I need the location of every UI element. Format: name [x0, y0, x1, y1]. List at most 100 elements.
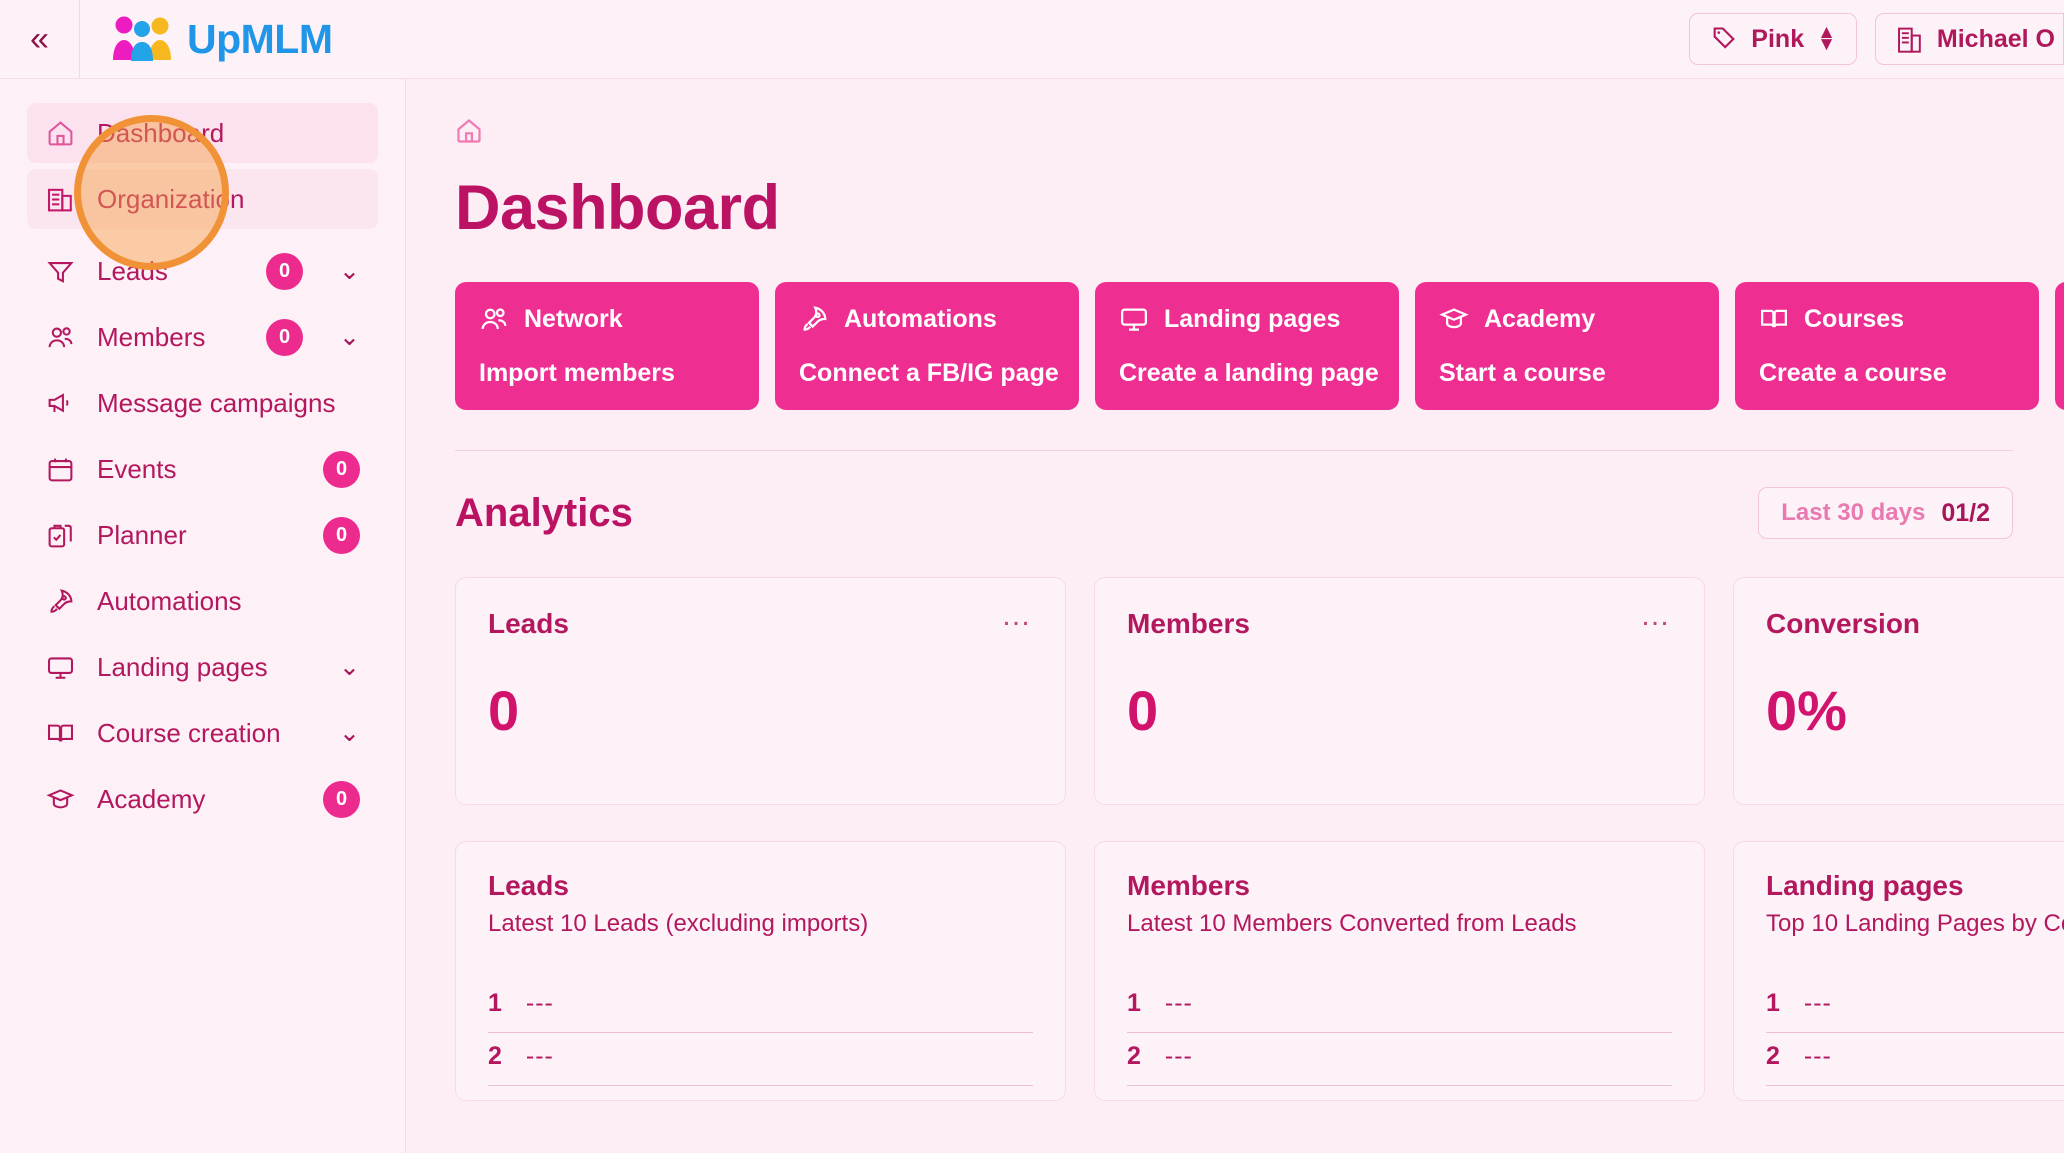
action-card-landing-pages[interactable]: Landing pages Create a landing page [1095, 282, 1399, 410]
sidebar-item-message-campaigns[interactable]: Message campaigns [27, 373, 378, 433]
list-card-subtitle: Latest 10 Leads (excluding imports) [488, 910, 869, 937]
sidebar-item-members[interactable]: Members 0 ⌄ [27, 307, 378, 367]
graduation-cap-icon [1439, 308, 1469, 329]
status-badge: 0 [323, 450, 360, 488]
list-item-index: 1 [488, 989, 502, 1017]
sidebar-item-label: Events [97, 453, 177, 484]
sidebar-item-landing-pages[interactable]: Landing pages ⌄ [27, 637, 378, 697]
list-card-members: Members Latest 10 Members Converted from… [1094, 841, 1705, 1101]
rocket-icon [45, 586, 75, 616]
action-card-courses[interactable]: Courses Create a course [1735, 282, 2039, 410]
monitor-icon [45, 652, 75, 682]
list-item-index: 2 [1127, 1042, 1141, 1070]
building-icon [1897, 27, 1921, 53]
upmlm-people-icon [113, 16, 171, 61]
topbar-actions: Pink ▲ ▼ Michael O [1689, 0, 2064, 78]
sidebar-item-planner[interactable]: Planner 0 [27, 505, 378, 565]
action-card-title: Courses [1804, 304, 1905, 333]
metric-title: Conversion [1766, 608, 1921, 639]
sidebar-item-academy[interactable]: Academy 0 [27, 769, 378, 829]
action-card-subtitle: Start a course [1439, 359, 1606, 387]
list-item[interactable]: 1 --- [488, 980, 1033, 1033]
status-badge: 0 [266, 252, 304, 290]
list-item[interactable]: 2 --- [1127, 1033, 1672, 1086]
main-content: Dashboard Network Import members Automat… [406, 79, 2064, 1153]
list-item[interactable]: 1 --- [1766, 980, 2064, 1033]
home-icon [457, 119, 481, 143]
list-item-value: --- [525, 1042, 554, 1070]
metric-value: 0% [1766, 679, 1847, 742]
sidebar-item-events[interactable]: Events 0 [27, 439, 378, 499]
metric-card-leads: Leads … 0 [455, 577, 1066, 805]
top-bar: « UpMLM Pink ▲ ▼ [0, 0, 2064, 79]
action-card-automations[interactable]: Automations Connect a FB/IG page [775, 282, 1079, 410]
action-card-network[interactable]: Network Import members [455, 282, 759, 410]
theme-label: Pink [1751, 24, 1805, 53]
sidebar-item-course-creation[interactable]: Course creation ⌄ [27, 703, 378, 763]
sidebar-item-label: Course creation [97, 717, 281, 748]
action-card-title: Automations [844, 304, 997, 333]
metric-card-members: Members … 0 [1094, 577, 1705, 805]
users-icon [45, 322, 75, 352]
sidebar-item-leads[interactable]: Leads 0 ⌄ [27, 241, 378, 301]
graduation-cap-icon [45, 784, 75, 814]
sidebar-item-dashboard[interactable]: Dashboard [27, 103, 378, 163]
sidebar-item-label: Planner [97, 519, 187, 550]
list-card-title: Members [1127, 870, 1250, 901]
organization-selector[interactable]: Michael O [1874, 13, 2064, 65]
chevron-down-icon[interactable]: ⌄ [339, 257, 360, 285]
list-item-index: 1 [1766, 989, 1780, 1017]
sidebar-item-label: Leads [97, 255, 168, 286]
list-card-leads: Leads Latest 10 Leads (excluding imports… [455, 841, 1066, 1101]
sidebar-item-label: Members [97, 321, 206, 352]
page-title: Dashboard [455, 173, 780, 243]
action-card-title: Network [524, 304, 623, 333]
building-icon [45, 184, 75, 214]
list-card-subtitle: Top 10 Landing Pages by Convers [1766, 910, 2064, 937]
list-item-value: --- [525, 989, 554, 1017]
palette-icon [1713, 27, 1736, 49]
metric-title: Leads [488, 608, 569, 639]
status-badge: 0 [266, 318, 304, 356]
sidebar-collapse-button[interactable]: « [0, 0, 80, 78]
list-item[interactable]: 2 --- [1766, 1033, 2064, 1086]
funnel-icon [45, 256, 75, 286]
megaphone-icon [45, 388, 75, 418]
calendar-icon [45, 454, 75, 484]
list-item[interactable]: 2 --- [488, 1033, 1033, 1086]
chevron-down-icon[interactable]: ⌄ [339, 653, 360, 681]
list-item-value: --- [1164, 1042, 1193, 1070]
action-card-subtitle: Create a landing page [1119, 359, 1379, 387]
sidebar-item-label: Landing pages [97, 651, 268, 682]
chevron-down-icon[interactable]: ⌄ [339, 719, 360, 747]
brand-logo[interactable]: UpMLM [111, 16, 333, 63]
clipboard-check-icon [45, 520, 75, 550]
brand-name: UpMLM [187, 15, 333, 62]
book-open-icon [1761, 309, 1787, 328]
list-item-value: --- [1803, 989, 1832, 1017]
sidebar-item-automations[interactable]: Automations [27, 571, 378, 631]
organization-label: Michael O [1936, 24, 2055, 53]
breadcrumb[interactable] [455, 117, 2064, 150]
sidebar: Dashboard Organization Leads 0 ⌄ Members… [0, 79, 406, 1153]
action-card-subtitle: Connect a FB/IG page [799, 359, 1059, 387]
action-card-academy[interactable]: Academy Start a course [1415, 282, 1719, 410]
action-card-subtitle: Create a course [1759, 359, 1947, 387]
theme-selector[interactable]: Pink ▲ ▼ [1689, 13, 1857, 65]
list-item-value: --- [1803, 1042, 1832, 1070]
list-item[interactable]: 1 --- [1127, 980, 1672, 1033]
more-options-icon[interactable]: … [1640, 599, 1672, 632]
date-range-value: 01/2 [1941, 498, 1990, 527]
sidebar-item-label: Dashboard [97, 117, 225, 148]
sidebar-item-organization[interactable]: Organization [27, 169, 378, 229]
status-badge: 0 [323, 516, 360, 554]
chevron-down-icon[interactable]: ⌄ [339, 323, 360, 351]
quick-action-cards: Network Import members Automations Conne… [455, 282, 2064, 410]
action-card-title: Landing pages [1164, 304, 1341, 333]
list-card-title: Landing pages [1766, 870, 1964, 901]
action-card-partial[interactable] [2055, 282, 2064, 410]
date-range-filter[interactable]: Last 30 days 01/2 [1758, 487, 2013, 539]
sidebar-item-label: Message campaigns [97, 387, 336, 418]
more-options-icon[interactable]: … [1001, 599, 1033, 632]
list-card-landing-pages: Landing pages Top 10 Landing Pages by Co… [1733, 841, 2064, 1101]
